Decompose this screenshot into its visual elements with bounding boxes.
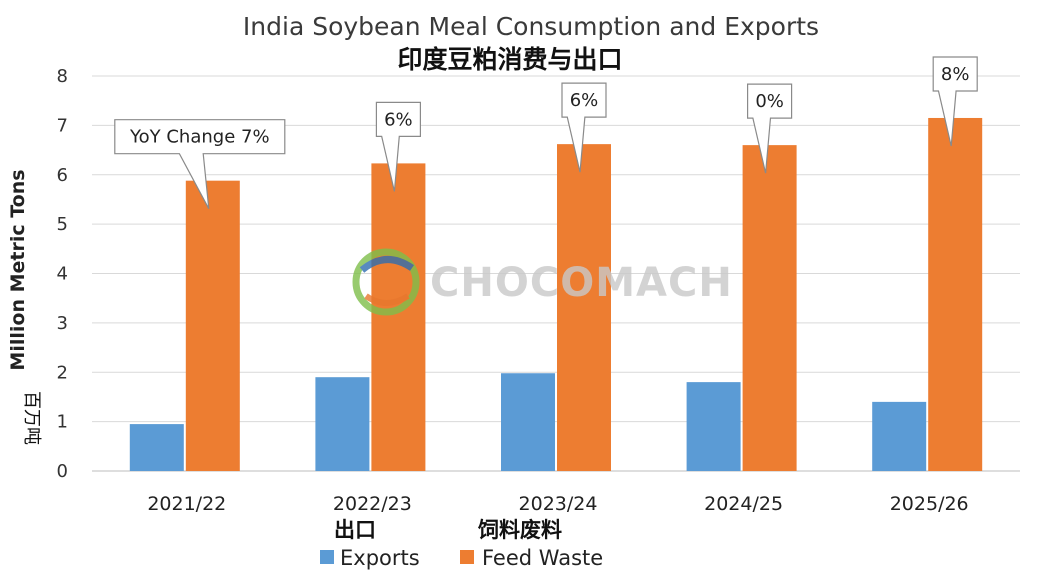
watermark: CHOCOMACH [352, 248, 733, 316]
callout-box [375, 101, 421, 192]
callout-text: YoY Change 7% [129, 127, 270, 148]
x-tick-2023-24: 2023/24 [519, 493, 598, 515]
callout-2025-26: 8% [932, 56, 978, 147]
callout-box [747, 83, 793, 174]
bar-exports-2022-23 [315, 377, 370, 471]
y-tick-3: 3 [57, 313, 68, 334]
bar-feed-waste-2022-23 [371, 163, 426, 472]
y-tick-6: 6 [57, 165, 68, 186]
callout-2022-23: 6% [375, 101, 421, 192]
bar-feed-waste-2025-26 [928, 117, 983, 471]
x-tick-2021-22: 2021/22 [147, 493, 226, 515]
callout-text: 0% [755, 91, 784, 112]
y-tick-1: 1 [57, 412, 68, 433]
y-tick-4: 4 [57, 264, 68, 285]
callout-2023-24: 6% [561, 82, 607, 173]
callout-2021-22: YoY Change 7% [114, 119, 286, 209]
grid-lines [92, 75, 1020, 472]
y-axis-label: Million Metric Tons [7, 169, 29, 370]
callout-box [561, 82, 607, 173]
y-tick-2: 2 [57, 362, 68, 383]
x-tick-2024-25: 2024/25 [704, 493, 783, 515]
y-tick-0: 0 [57, 461, 68, 482]
callout-text: 6% [384, 109, 413, 130]
y-tick-5: 5 [57, 214, 68, 235]
y-tick-7: 7 [57, 115, 68, 136]
legend-exports-swatch [320, 550, 334, 564]
callout-box [114, 119, 286, 209]
bar-exports-2023-24 [501, 373, 555, 471]
legend-feed-waste-label: Feed Waste [482, 546, 603, 570]
legend-exports-label: Exports [340, 546, 420, 570]
bar-exports-2025-26 [872, 401, 927, 471]
bar-feed-waste-2021-22 [185, 180, 240, 472]
x-tick-2022-23: 2022/23 [333, 493, 412, 515]
callout-text: 6% [570, 90, 599, 111]
callout-box [932, 56, 978, 147]
callout-2024-25: 0% [747, 83, 793, 174]
legend-exports-cn: 出口 [334, 518, 376, 542]
x-tick-2025-26: 2025/26 [890, 493, 969, 515]
y-axis-ticks: 0 1 2 3 4 5 6 7 8 [57, 66, 68, 482]
yoy-callouts: YoY Change 7% 6% 6% 0% 8% [114, 56, 978, 209]
y-tick-8: 8 [57, 66, 68, 87]
watermark-text: CHOCOMACH [430, 260, 733, 306]
callout-text: 8% [941, 64, 970, 85]
chart-title: India Soybean Meal Consumption and Expor… [243, 12, 819, 41]
bar-exports-2024-25 [686, 382, 741, 471]
bar-feed-waste-2024-25 [742, 145, 797, 471]
legend: 出口 饲料废料 Exports Feed Waste [320, 518, 603, 570]
x-axis-ticks: 2021/22 2022/23 2023/24 2024/25 2025/26 [147, 493, 968, 515]
legend-feed-waste-cn: 饲料废料 [477, 518, 562, 542]
legend-feed-waste-swatch [460, 550, 474, 564]
y-axis-label-cn: 百万吨 [21, 391, 42, 445]
bars [129, 117, 983, 472]
bar-feed-waste-2023-24 [557, 144, 611, 471]
watermark-logo-icon [352, 248, 420, 316]
chart-subtitle: 印度豆粕消费与出口 [397, 45, 622, 74]
bar-exports-2021-22 [129, 424, 184, 471]
